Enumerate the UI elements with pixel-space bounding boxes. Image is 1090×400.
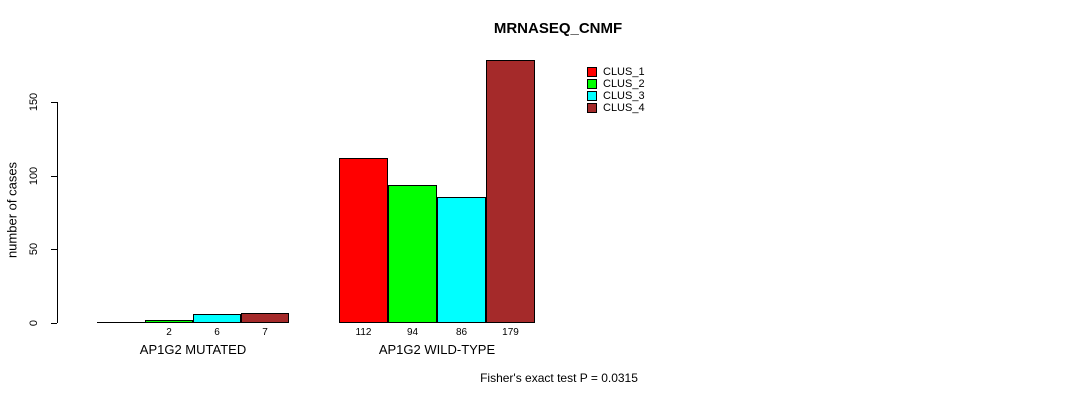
bar-value-label: 7 [262, 327, 268, 338]
bar-zero-height [97, 322, 145, 323]
bar [388, 185, 437, 323]
y-tick-label: 0 [28, 319, 40, 327]
legend-label: CLUS_1 [603, 66, 645, 78]
y-axis-line [57, 102, 58, 323]
y-tick [51, 323, 57, 324]
y-tick-label: 50 [28, 242, 40, 256]
bar [486, 60, 535, 323]
footer-note: Fisher's exact test P = 0.0315 [480, 371, 638, 385]
bar [241, 313, 289, 323]
bar-value-label: 94 [406, 327, 419, 338]
y-tick-label: 150 [28, 92, 40, 112]
bar [193, 314, 241, 323]
clus_4-swatch-icon [587, 103, 597, 113]
y-axis-label: number of cases [4, 161, 20, 259]
legend-label: CLUS_3 [603, 90, 645, 102]
y-tick [51, 249, 57, 250]
clus_1-swatch-icon [587, 67, 597, 77]
group-label: AP1G2 MUTATED [139, 342, 247, 357]
chart-title: MRNASEQ_CNMF [493, 20, 623, 37]
bar [145, 320, 193, 323]
clus_3-swatch-icon [587, 91, 597, 101]
legend-label: CLUS_4 [603, 102, 645, 114]
y-tick-label: 100 [28, 166, 40, 186]
bar-value-label: 2 [166, 327, 172, 338]
bar [339, 158, 388, 323]
y-tick [51, 176, 57, 177]
bar-value-label: 179 [502, 327, 519, 338]
bar-value-label: 6 [214, 327, 220, 338]
y-tick [51, 102, 57, 103]
bar [437, 197, 486, 323]
clus_2-swatch-icon [587, 79, 597, 89]
bar-value-label: 112 [355, 327, 372, 338]
legend-label: CLUS_2 [603, 78, 645, 90]
group-label: AP1G2 WILD-TYPE [378, 342, 496, 357]
bar-value-label: 86 [455, 327, 468, 338]
